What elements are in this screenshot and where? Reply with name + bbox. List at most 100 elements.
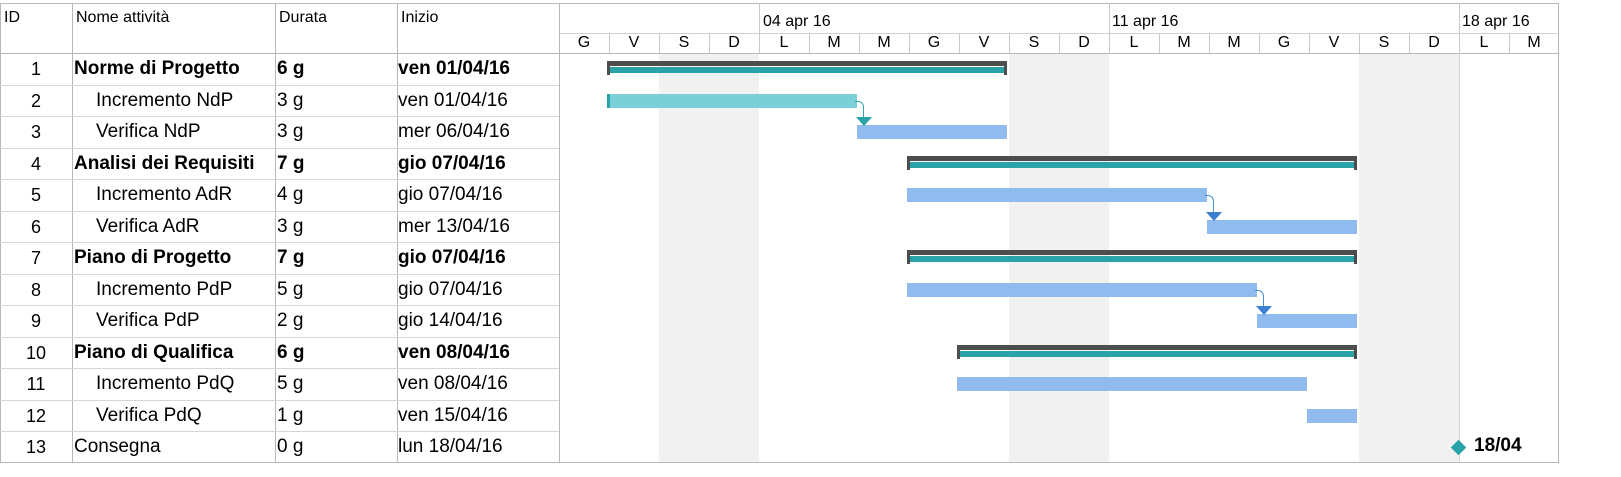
summary-bar[interactable] xyxy=(907,155,1357,170)
summary-bar-cap xyxy=(907,250,910,264)
grid-line xyxy=(1459,53,1460,463)
timescale-day: M xyxy=(877,34,891,51)
task-bar[interactable] xyxy=(857,125,1007,139)
task-bar[interactable] xyxy=(1307,408,1357,423)
grid-line xyxy=(0,53,1559,54)
task-start[interactable]: mer 13/04/16 xyxy=(398,215,510,237)
grid-line xyxy=(559,3,560,463)
grid-line xyxy=(1459,33,1460,53)
weekend-column xyxy=(1409,53,1459,463)
task-start[interactable]: lun 18/04/16 xyxy=(398,436,503,457)
task-start[interactable]: gio 07/04/16 xyxy=(398,184,503,205)
task-start[interactable]: mer 06/04/16 xyxy=(398,121,510,142)
task-duration[interactable]: 5 g xyxy=(277,278,304,300)
table-row[interactable]: 2 Incremento NdP 3 g ven 01/04/16 xyxy=(0,85,559,117)
dependency-arrow xyxy=(1256,306,1272,315)
task-duration[interactable]: 7 g xyxy=(277,247,305,268)
grid-line xyxy=(1558,3,1559,463)
grid-line xyxy=(0,84,559,86)
table-row[interactable]: 11 Incremento PdQ 5 g ven 08/04/16 xyxy=(0,368,559,400)
column-header-duration[interactable]: Durata xyxy=(279,9,328,26)
grid-line xyxy=(1509,33,1510,53)
task-name[interactable]: Piano di Progetto xyxy=(74,247,232,268)
task-duration[interactable]: 2 g xyxy=(277,310,304,331)
task-start[interactable]: ven 08/04/16 xyxy=(398,341,510,363)
task-bar[interactable] xyxy=(1207,219,1357,234)
summary-bar-outline xyxy=(607,61,1007,66)
task-duration[interactable]: 3 g xyxy=(277,121,304,142)
summary-bar-outline xyxy=(907,155,1357,161)
summary-bar[interactable] xyxy=(907,250,1357,264)
task-duration[interactable]: 1 g xyxy=(277,404,304,426)
grid-line xyxy=(1309,33,1310,53)
grid-line xyxy=(709,33,710,53)
task-duration[interactable]: 3 g xyxy=(277,89,304,111)
task-name[interactable]: Piano di Qualifica xyxy=(74,341,234,363)
task-id: 7 xyxy=(30,248,41,268)
task-start[interactable]: ven 01/04/16 xyxy=(398,58,510,79)
task-name[interactable]: Verifica AdR xyxy=(96,215,200,237)
weekend-column xyxy=(659,53,709,463)
task-name[interactable]: Incremento AdR xyxy=(96,184,233,205)
table-row[interactable]: 6 Verifica AdR 3 g mer 13/04/16 xyxy=(0,211,559,243)
timescale-day: L xyxy=(1129,34,1139,51)
timescale-week-1: 04 apr 16 xyxy=(763,13,831,30)
task-id: 9 xyxy=(30,311,41,331)
table-row[interactable]: 1 Norme di Progetto 6 g ven 01/04/16 xyxy=(0,53,559,85)
task-name[interactable]: Consegna xyxy=(74,436,161,457)
task-duration[interactable]: 7 g xyxy=(277,152,305,174)
grid-line xyxy=(0,3,1,463)
task-name[interactable]: Analisi dei Requisiti xyxy=(74,152,255,174)
task-name[interactable]: Verifica PdQ xyxy=(96,404,202,426)
table-row[interactable]: 5 Incremento AdR 4 g gio 07/04/16 xyxy=(0,179,559,211)
timescale-day: G xyxy=(577,34,591,51)
grid-line xyxy=(275,3,276,463)
table-row[interactable]: 3 Verifica NdP 3 g mer 06/04/16 xyxy=(0,116,559,148)
table-row[interactable]: 10 Piano di Qualifica 6 g ven 08/04/16 xyxy=(0,337,559,369)
task-start[interactable]: gio 07/04/16 xyxy=(398,278,503,300)
table-row[interactable]: 8 Incremento PdP 5 g gio 07/04/16 xyxy=(0,274,559,306)
task-duration[interactable]: 6 g xyxy=(277,58,305,79)
task-name[interactable]: Incremento NdP xyxy=(96,89,234,111)
task-bar[interactable] xyxy=(957,377,1307,391)
task-start[interactable]: ven 15/04/16 xyxy=(398,404,508,426)
table-row[interactable]: 9 Verifica PdP 2 g gio 14/04/16 xyxy=(0,305,559,337)
column-header-name[interactable]: Nome attività xyxy=(76,9,170,26)
column-header-id[interactable]: ID xyxy=(4,9,20,26)
timescale-day: G xyxy=(1277,34,1291,51)
task-name[interactable]: Incremento PdQ xyxy=(96,373,235,394)
grid-line xyxy=(959,33,960,53)
task-duration[interactable]: 0 g xyxy=(277,436,304,457)
table-row[interactable]: 13 Consegna 0 g lun 18/04/16 xyxy=(0,431,559,463)
task-duration[interactable]: 6 g xyxy=(277,341,305,363)
task-duration[interactable]: 4 g xyxy=(277,184,304,205)
timescale-day: M xyxy=(1227,34,1241,51)
task-start[interactable]: gio 07/04/16 xyxy=(398,247,506,268)
task-bar[interactable] xyxy=(907,188,1207,202)
task-duration[interactable]: 3 g xyxy=(277,215,304,237)
task-start[interactable]: ven 08/04/16 xyxy=(398,373,508,394)
table-row[interactable]: 4 Analisi dei Requisiti 7 g gio 07/04/16 xyxy=(0,148,559,180)
table-row[interactable]: 7 Piano di Progetto 7 g gio 07/04/16 xyxy=(0,242,559,274)
summary-bar[interactable] xyxy=(957,344,1357,359)
task-id: 12 xyxy=(25,405,47,426)
dependency-link xyxy=(1205,195,1214,215)
task-bar[interactable] xyxy=(1257,314,1357,328)
task-name[interactable]: Verifica PdP xyxy=(96,310,200,331)
grid-line xyxy=(72,3,73,463)
table-row[interactable]: 12 Verifica PdQ 1 g ven 15/04/16 xyxy=(0,400,559,432)
task-bar[interactable] xyxy=(907,282,1257,297)
timescale-day: S xyxy=(678,34,690,51)
summary-bar-fill xyxy=(907,256,1357,262)
column-header-start[interactable]: Inizio xyxy=(401,9,439,26)
summary-bar[interactable] xyxy=(607,61,1007,75)
task-bar[interactable] xyxy=(607,93,857,108)
task-start[interactable]: gio 07/04/16 xyxy=(398,152,506,174)
grid-line xyxy=(1109,3,1110,33)
task-duration[interactable]: 5 g xyxy=(277,373,304,394)
task-name[interactable]: Norme di Progetto xyxy=(74,58,240,79)
task-start[interactable]: gio 14/04/16 xyxy=(398,310,503,331)
task-name[interactable]: Verifica NdP xyxy=(96,121,201,142)
task-start[interactable]: ven 01/04/16 xyxy=(398,89,508,111)
task-name[interactable]: Incremento PdP xyxy=(96,278,233,300)
